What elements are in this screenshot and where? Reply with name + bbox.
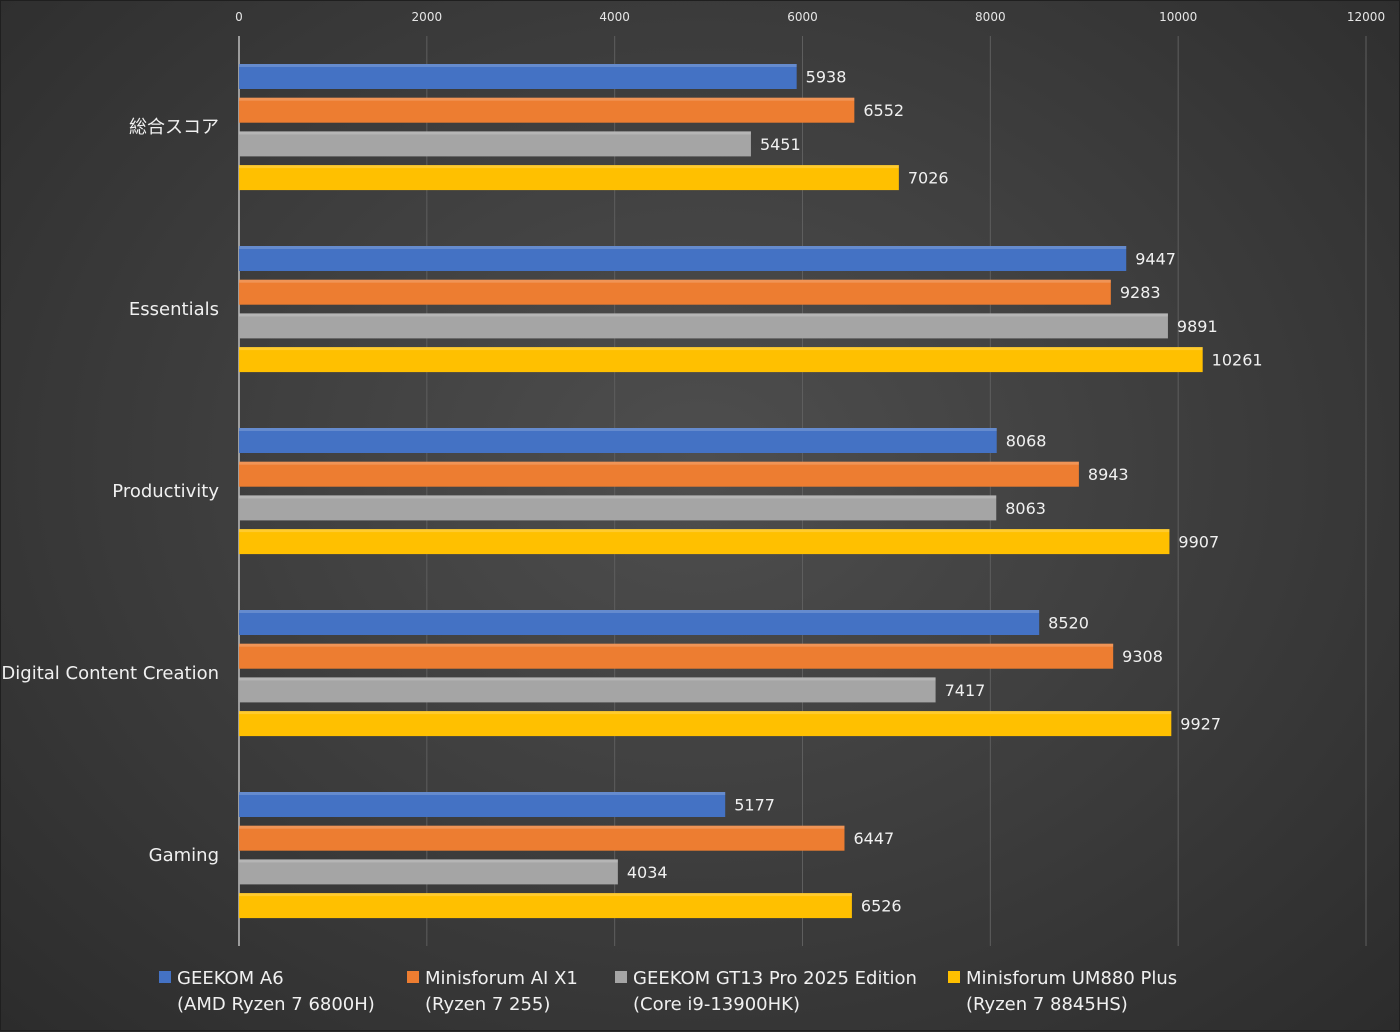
data-label: 8520 (1048, 614, 1089, 633)
legend-series-name: Minisforum AI X1 (425, 968, 578, 989)
category-label: Digital Content Creation (1, 663, 219, 684)
data-label: 7417 (945, 681, 986, 700)
bar-highlight (239, 461, 1079, 465)
bar (239, 428, 997, 453)
bar-highlight (239, 610, 1040, 613)
bar (239, 792, 726, 817)
data-label: 8943 (1088, 465, 1129, 484)
bar-highlight (239, 64, 797, 67)
bar-highlight (239, 97, 855, 101)
data-label: 6526 (861, 897, 902, 916)
category-label: Essentials (129, 299, 219, 320)
bar (239, 825, 845, 851)
data-label: 9283 (1120, 283, 1161, 302)
bar (239, 461, 1079, 487)
x-tick-label: 2000 (412, 10, 443, 24)
bar (239, 97, 855, 123)
bar (239, 893, 852, 919)
legend-series-name: GEEKOM A6 (177, 968, 284, 989)
bar-highlight (239, 677, 936, 681)
x-tick-label: 6000 (787, 10, 818, 24)
bar-highlight (239, 711, 1172, 715)
category-labels: 総合スコア Essentials Productivity Digital Conte… (1, 117, 219, 866)
category-label: 総合スコア (129, 117, 219, 138)
legend-swatch (615, 971, 627, 983)
x-tick-label: 8000 (975, 10, 1006, 24)
data-label: 5938 (806, 68, 847, 87)
bar-highlight (239, 165, 899, 169)
x-tick-label: 10000 (1159, 10, 1197, 24)
bar (239, 64, 797, 89)
data-label: 8068 (1006, 432, 1047, 451)
legend-series-sub: (Ryzen 7 255) (425, 994, 550, 1015)
category-label: Productivity (112, 481, 219, 502)
bar (239, 495, 997, 521)
legend-series-name: GEEKOM GT13 Pro 2025 Edition (633, 968, 917, 989)
x-tick-label: 0 (235, 10, 243, 24)
data-label: 9891 (1177, 317, 1218, 336)
data-label: 6447 (853, 829, 894, 848)
data-label: 9447 (1135, 250, 1176, 269)
bar-highlight (239, 428, 997, 431)
data-label: 7026 (908, 169, 949, 188)
data-label: 10261 (1212, 351, 1263, 370)
bar (239, 610, 1040, 635)
data-label: 8063 (1005, 499, 1046, 518)
bar (239, 677, 936, 703)
bar-highlight (239, 529, 1170, 533)
bar (239, 246, 1127, 271)
bar-highlight (239, 643, 1114, 647)
bar (239, 711, 1172, 737)
legend-swatch (407, 971, 419, 983)
bar-highlight (239, 495, 997, 499)
legend-series-sub: (Ryzen 7 8845HS) (966, 994, 1128, 1015)
data-label: 4034 (627, 863, 668, 882)
bar-highlight (239, 246, 1127, 249)
data-label: 9308 (1122, 647, 1163, 666)
data-label: 9907 (1178, 533, 1219, 552)
bar (239, 165, 899, 191)
x-tick-label: 4000 (599, 10, 630, 24)
data-label: 9927 (1180, 715, 1221, 734)
category-label: Gaming (149, 845, 219, 866)
bar-highlight (239, 131, 751, 135)
legend-swatch (159, 971, 171, 983)
data-label: 6552 (863, 101, 904, 120)
legend-series-sub: (AMD Ryzen 7 6800H) (177, 994, 375, 1015)
bar (239, 313, 1168, 339)
x-axis-ticks: 0 2000 4000 6000 8000 10000 12000 (235, 10, 1385, 24)
data-label: 5177 (734, 796, 775, 815)
bar-highlight (239, 792, 726, 795)
bar-highlight (239, 347, 1203, 351)
bar (239, 643, 1114, 669)
bar-highlight (239, 279, 1111, 283)
bar-highlight (239, 313, 1168, 317)
bar (239, 529, 1170, 555)
bar-highlight (239, 859, 618, 863)
bars: 5938 6552 5451 7026 9447 9283 9891 10261 8068 894… (239, 64, 1263, 919)
legend-swatch (948, 971, 960, 983)
data-label: 5451 (760, 135, 801, 154)
bar (239, 347, 1203, 373)
legend-series-name: Minisforum UM880 Plus (966, 968, 1177, 989)
legend-series-sub: (Core i9-13900HK) (633, 994, 800, 1015)
legend: GEEKOM A6 (AMD Ryzen 7 6800H) Minisforum A… (159, 968, 1177, 1015)
bar (239, 131, 751, 157)
bar-highlight (239, 825, 845, 829)
bar (239, 279, 1111, 305)
x-tick-label: 12000 (1347, 10, 1385, 24)
bar (239, 859, 618, 885)
bar-highlight (239, 893, 852, 897)
